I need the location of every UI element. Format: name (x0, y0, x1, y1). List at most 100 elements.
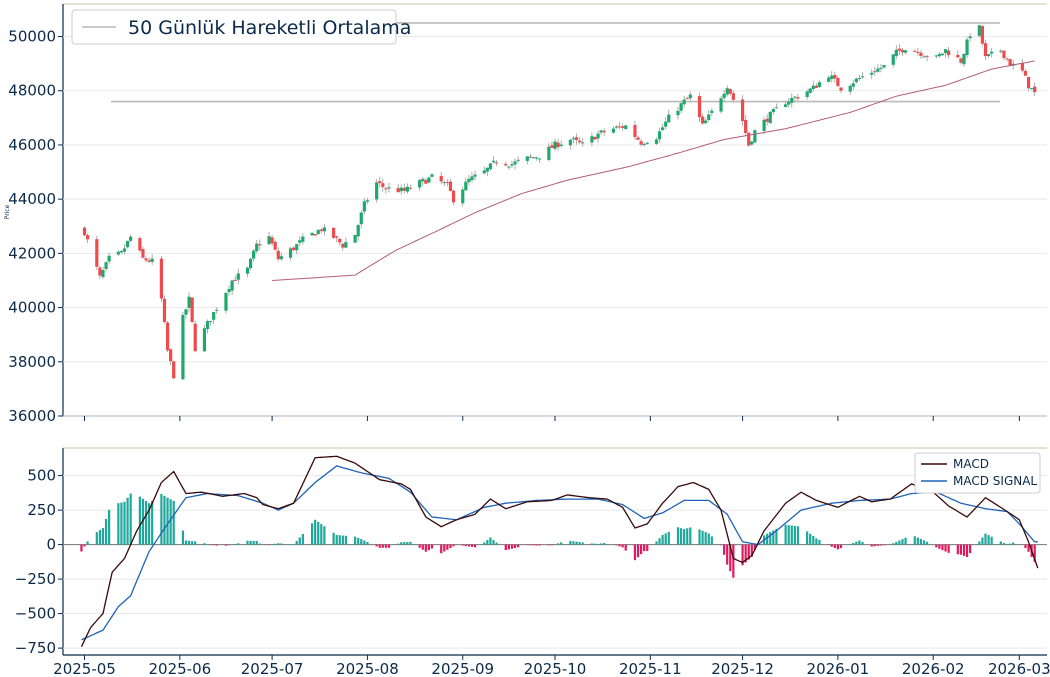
macd-histogram-bar (679, 528, 683, 545)
candle-body (301, 236, 305, 242)
macd-histogram-bar (1033, 544, 1036, 563)
candle-body (224, 292, 228, 311)
candle-body (313, 234, 317, 236)
candle-body (159, 258, 163, 299)
macd-y-tick-label: 250 (27, 501, 56, 519)
macd-histogram-bar (707, 533, 710, 545)
candle-body (891, 54, 895, 65)
candle-body (402, 187, 406, 191)
candle-body (107, 255, 111, 262)
macd-histogram-bar (507, 544, 510, 550)
candle-body (384, 188, 388, 190)
macd-histogram-bar (310, 523, 314, 545)
candle-body (322, 227, 326, 232)
macd-histogram-bar (698, 529, 701, 545)
candle-body (1023, 70, 1028, 76)
candle-body (193, 323, 197, 352)
candle-body (276, 250, 280, 260)
macd-histogram-bar (947, 544, 950, 553)
macd-histogram-bar (538, 544, 541, 546)
macd-histogram-bar (655, 541, 658, 545)
macd-histogram-bar (86, 541, 89, 545)
macd-histogram-bar (446, 544, 449, 550)
macd-histogram-bar (277, 543, 280, 545)
candle-body (547, 146, 551, 160)
price-y-tick-label: 50000 (8, 28, 56, 46)
macd-histogram-bar (935, 544, 938, 548)
candle-body (811, 85, 815, 90)
macd-histogram-bar (320, 524, 323, 545)
candle-body (704, 120, 708, 124)
macd-histogram-bar (784, 524, 787, 545)
macd-histogram-bar (271, 544, 274, 545)
macd-histogram-bar (913, 536, 916, 545)
candle-body (1026, 76, 1031, 89)
candle-body (688, 94, 692, 99)
macd-histogram-bar (427, 544, 431, 551)
macd-histogram-bar (280, 543, 283, 545)
candle-body (574, 137, 579, 140)
macd-histogram-bar (452, 544, 455, 547)
candle-body (356, 225, 360, 237)
macd-histogram-bar (984, 533, 987, 545)
macd-y-tick-label: −500 (15, 605, 56, 623)
candle-body (1033, 86, 1037, 93)
candle-body (633, 125, 637, 137)
macd-histogram-bar (378, 544, 381, 548)
macd-x-tick-label: 2026-02 (902, 660, 965, 677)
macd-histogram-bar (732, 544, 735, 578)
candle-body (418, 180, 422, 188)
macd-histogram-bar (234, 543, 237, 545)
candle-body (943, 49, 948, 54)
candle-body (937, 54, 941, 57)
macd-histogram-bar (723, 544, 726, 555)
candle-body (722, 93, 726, 99)
macd-histogram-bar (640, 544, 643, 555)
macd-x-tick-label: 2025-07 (241, 660, 304, 677)
macd-x-tick-label: 2025-06 (149, 660, 212, 677)
candle-body (245, 267, 250, 274)
macd-histogram-bar (624, 544, 627, 551)
macd-histogram-bar (603, 542, 606, 545)
macd-histogram-bar (206, 544, 209, 545)
candle-body (919, 52, 923, 56)
macd-histogram-bar (710, 536, 713, 545)
candle-body (676, 110, 680, 116)
macd-histogram-bar (747, 544, 750, 560)
candle-body (762, 119, 766, 131)
macd-histogram-bar (766, 533, 769, 545)
candle-body (725, 88, 729, 95)
candle-body (119, 250, 124, 253)
macd-x-tick-label: 2025-05 (53, 660, 116, 677)
macd-histogram-bar (547, 544, 550, 546)
macd-histogram-bar (769, 532, 772, 545)
price-y-tick-label: 44000 (8, 190, 56, 208)
macd-histogram-bar (858, 540, 861, 545)
candle-body (599, 130, 603, 133)
candle-body (1008, 59, 1012, 66)
macd-histogram-bar (517, 544, 520, 548)
candle-body (771, 109, 775, 113)
macd-histogram-bar (461, 544, 464, 546)
macd-histogram-bar (258, 543, 261, 545)
candle-body (470, 176, 474, 181)
candle-body (836, 77, 840, 87)
candle-body (279, 256, 283, 260)
macd-histogram-bar (790, 525, 793, 545)
macd-histogram-bar (787, 525, 790, 545)
macd-histogram-bar (418, 544, 421, 548)
candle-body (559, 144, 563, 146)
macd-histogram-bar (550, 544, 554, 546)
macd-y-tick-label: 500 (27, 467, 56, 485)
candle-body (774, 107, 778, 109)
macd-histogram-bar (289, 544, 292, 545)
ma-legend-label: 50 Günlük Hareketli Ortalama (128, 17, 411, 39)
macd-y-ticks: −750 −500 −250 0 250 500 (15, 467, 63, 657)
candle-body (316, 230, 320, 235)
macd-histogram-bar (753, 544, 756, 550)
macd-histogram-bar (849, 544, 852, 545)
candle-body (925, 55, 929, 57)
macd-histogram-bar (667, 531, 670, 545)
candle-body (990, 51, 994, 54)
macd-histogram-bar (80, 544, 83, 552)
